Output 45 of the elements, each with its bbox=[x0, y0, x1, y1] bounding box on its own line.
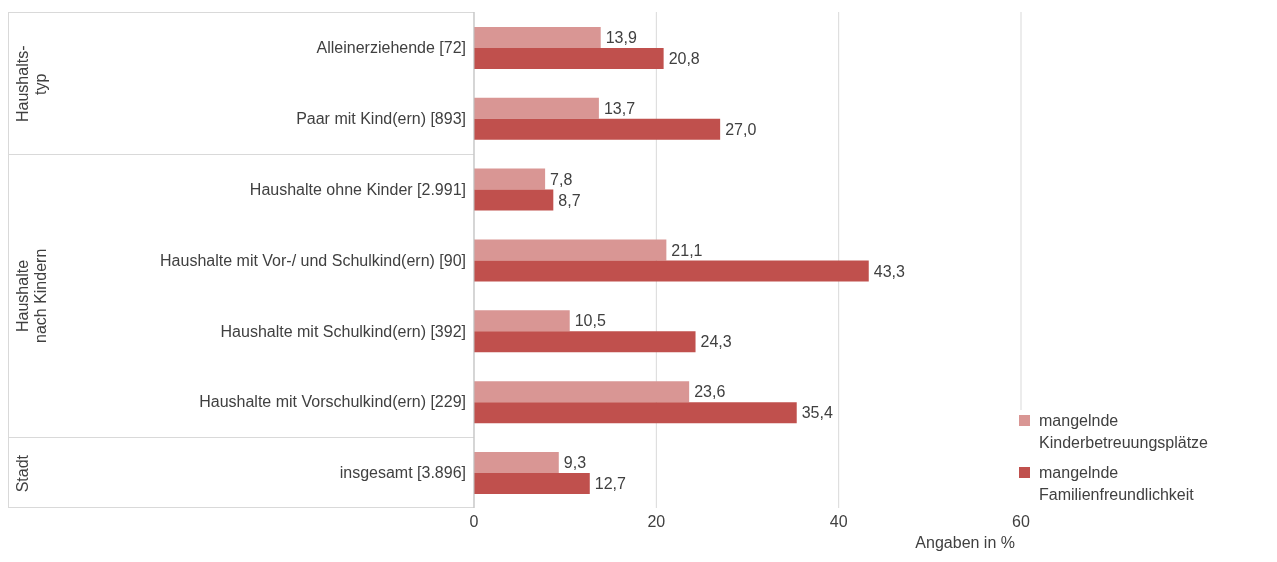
y-tick-label: Paar mit Kind(ern) [893] bbox=[296, 109, 466, 127]
data-label: 12,7 bbox=[594, 475, 627, 493]
text: Stadt bbox=[14, 454, 32, 493]
bar bbox=[474, 47, 664, 69]
bar bbox=[474, 168, 546, 190]
x-tick-label: 0 bbox=[469, 513, 479, 531]
data-label: 35,4 bbox=[801, 404, 833, 422]
text: Haushalte nach Kindern bbox=[14, 248, 50, 346]
bar bbox=[474, 331, 696, 353]
bar bbox=[474, 381, 690, 403]
data-label: 27,0 bbox=[725, 120, 757, 138]
y-tick-label: Haushalte mit Vorschulkind(ern) [229] bbox=[199, 393, 466, 411]
bar bbox=[474, 402, 797, 424]
data-label: 13,7 bbox=[603, 99, 636, 117]
data-label: 23,6 bbox=[694, 383, 726, 401]
bar bbox=[474, 239, 667, 261]
data-label: 20,8 bbox=[668, 50, 700, 68]
text: Haushalts-typ bbox=[14, 44, 50, 125]
bar bbox=[474, 189, 554, 211]
data-label: 21,1 bbox=[671, 241, 703, 259]
bar bbox=[474, 26, 601, 48]
data-label: 7,8 bbox=[550, 170, 573, 188]
data-label: 9,3 bbox=[563, 454, 587, 472]
x-tick-label: 20 bbox=[647, 513, 666, 531]
bar bbox=[474, 118, 721, 140]
bar bbox=[474, 452, 559, 474]
bar bbox=[474, 97, 599, 119]
y-tick-label: Haushalte mit Schulkind(ern) [392] bbox=[220, 322, 466, 340]
data-label: 13,9 bbox=[605, 29, 637, 47]
y-tick-label: Haushalte ohne Kinder [2.991] bbox=[249, 180, 466, 198]
y-tick-label: Haushalte mit Vor-/ und Schulkind(ern) [90] bbox=[160, 251, 466, 269]
x-tick-label: 60 bbox=[1012, 513, 1030, 531]
legend-label: mangelnde Kinderbetreuungsplätze bbox=[1039, 411, 1209, 453]
data-label: 8,7 bbox=[558, 191, 581, 209]
y-tick-label: Alleinerziehende [72] bbox=[316, 39, 466, 57]
data-label: 10,5 bbox=[574, 312, 606, 330]
x-axis-title: Angaben in % bbox=[915, 534, 1015, 551]
data-label: 43,3 bbox=[873, 262, 905, 280]
bar bbox=[474, 310, 570, 332]
bar bbox=[474, 473, 590, 495]
y-tick-label: insgesamt [3.896] bbox=[339, 464, 466, 482]
x-tick-label: 40 bbox=[829, 513, 848, 531]
data-label: 24,3 bbox=[700, 333, 732, 351]
legend-label: mangelnde Familienfreundlichkeit bbox=[1039, 463, 1195, 505]
bar bbox=[474, 260, 869, 282]
